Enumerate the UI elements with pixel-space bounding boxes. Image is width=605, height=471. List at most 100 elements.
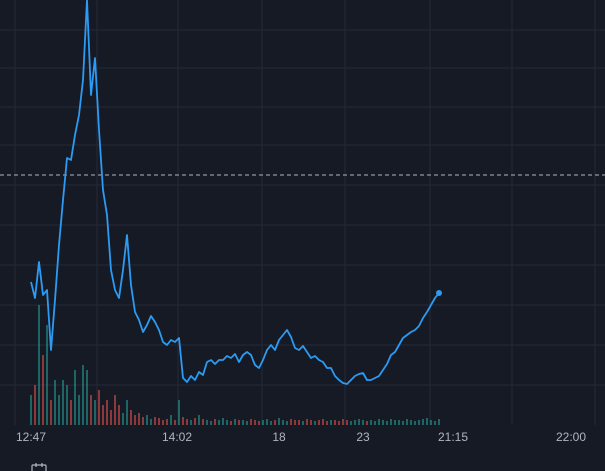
volume-bar <box>394 420 396 425</box>
volume-bar <box>314 421 316 425</box>
volume-bar <box>258 421 260 425</box>
volume-bar <box>82 365 84 425</box>
volume-bar <box>138 413 140 425</box>
volume-bar <box>238 420 240 425</box>
volume-bar <box>118 405 120 425</box>
volume-bar <box>262 420 264 425</box>
volume-bar <box>174 420 176 425</box>
volume-bar <box>94 400 96 425</box>
volume-bar <box>266 419 268 425</box>
volume-bar <box>162 420 164 425</box>
volume-bar <box>206 420 208 425</box>
volume-bar <box>294 420 296 425</box>
volume-bar <box>382 420 384 425</box>
volume-bar <box>50 400 52 425</box>
volume-bar <box>374 421 376 425</box>
volume-bar <box>274 420 276 425</box>
volume-bar <box>390 419 392 425</box>
volume-bar <box>102 405 104 425</box>
volume-bar <box>362 420 364 425</box>
price-line <box>30 0 440 385</box>
volume-bar <box>70 400 72 425</box>
volume-bar <box>242 420 244 425</box>
volume-bar <box>430 420 432 425</box>
volume-bar <box>438 419 440 425</box>
volume-bar <box>358 419 360 425</box>
volume-bar <box>130 410 132 425</box>
volume-bar <box>194 418 196 425</box>
volume-bar <box>246 421 248 425</box>
volume-bar <box>366 421 368 425</box>
volume-bar <box>122 413 124 425</box>
volume-bar <box>370 420 372 425</box>
volume-bar <box>54 380 56 425</box>
volume-bar <box>186 419 188 425</box>
volume-bar <box>286 421 288 425</box>
volume-bar <box>222 418 224 425</box>
volume-bar <box>214 419 216 425</box>
volume-bar <box>58 395 60 425</box>
volume-bar <box>418 420 420 425</box>
volume-bar <box>354 420 356 425</box>
volume-bar <box>378 419 380 425</box>
volume-bar <box>90 395 92 425</box>
volume-bar <box>210 421 212 425</box>
volume-bar <box>166 419 168 425</box>
calendar-icon[interactable] <box>31 463 47 471</box>
volume-bar <box>330 420 332 425</box>
volume-bar <box>74 370 76 425</box>
volume-bar <box>86 370 88 425</box>
volume-bar <box>350 421 352 425</box>
volume-bar <box>198 415 200 425</box>
volume-bar <box>406 419 408 425</box>
volume-bar <box>422 419 424 425</box>
volume-bar <box>178 400 180 425</box>
volume-bar <box>410 420 412 425</box>
x-tick-label: 18 <box>272 430 286 444</box>
volume-bar <box>66 385 68 425</box>
volume-bar <box>34 385 36 425</box>
volume-bar <box>154 417 156 425</box>
volume-bar <box>298 420 300 425</box>
volume-bar <box>254 420 256 425</box>
volume-bar <box>126 400 128 425</box>
volume-bar <box>282 420 284 425</box>
volume-bar <box>150 419 152 425</box>
x-tick-label: 14:02 <box>162 430 192 444</box>
volume-bar <box>346 420 348 425</box>
volume-bar <box>190 420 192 425</box>
volume-bar <box>434 421 436 425</box>
volume-bar <box>322 419 324 425</box>
volume-bar <box>398 420 400 425</box>
volume-bar <box>310 420 312 425</box>
volume-bar <box>290 419 292 425</box>
volume-bar <box>46 325 48 425</box>
volume-bar <box>338 421 340 425</box>
volume-bar <box>230 421 232 425</box>
volume-bar <box>106 400 108 425</box>
volume-bar <box>134 415 136 425</box>
volume-bar <box>426 418 428 425</box>
x-tick-label: 12:47 <box>16 430 46 444</box>
volume-bar <box>234 419 236 425</box>
x-tick-label: 22:00 <box>556 430 586 444</box>
volume-bar <box>182 417 184 425</box>
x-tick-label: 23 <box>356 430 370 444</box>
volume-bar <box>402 421 404 425</box>
volume-bar <box>342 419 344 425</box>
volume-bar <box>78 395 80 425</box>
volume-bar <box>326 421 328 425</box>
volume-bar <box>278 418 280 425</box>
volume-bar <box>270 421 272 425</box>
volume-bar <box>30 395 32 425</box>
volume-bar <box>302 421 304 425</box>
volume-bar <box>218 420 220 425</box>
volume-bar <box>318 420 320 425</box>
volume-bar <box>202 419 204 425</box>
volume-bar <box>414 421 416 425</box>
volume-bar <box>62 380 64 425</box>
volume-bar <box>306 419 308 425</box>
volume-bar <box>42 355 44 425</box>
